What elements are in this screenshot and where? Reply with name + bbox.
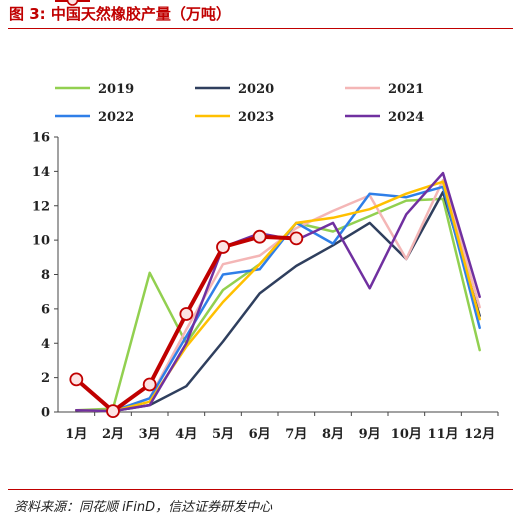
series-2025 — [69, 229, 304, 419]
legend-item-2025: 2025 — [55, 0, 134, 6]
series-2022 — [75, 185, 481, 413]
data-point-2025 — [252, 229, 267, 244]
data-point-2025 — [289, 231, 304, 246]
legend-label: 2021 — [388, 82, 424, 97]
data-point-2025 — [106, 404, 120, 419]
legend-label: 2020 — [238, 82, 274, 97]
data-point-2025 — [69, 372, 84, 387]
chart-legend: 2019 2020 2021 2022 2023 2024 2025 — [55, 0, 424, 125]
x-tick-label: 8月 — [322, 427, 344, 442]
y-tick-label: 12 — [32, 199, 50, 214]
legend-label: 2024 — [388, 110, 424, 125]
legend-item-2022: 2022 — [55, 110, 134, 125]
series-2024 — [75, 171, 481, 413]
legend-item-2024: 2024 — [345, 110, 424, 125]
series-2020 — [75, 190, 481, 413]
series-line-2021 — [75, 178, 481, 413]
y-tick-label: 16 — [32, 131, 50, 146]
x-tick-label: 2月 — [102, 427, 124, 442]
series-line-2023 — [75, 180, 481, 413]
series-2021 — [75, 178, 481, 413]
x-tick-label: 1月 — [65, 427, 87, 442]
legend-item-2023: 2023 — [195, 110, 274, 125]
figure-title: 图 3: 中国天然橡胶产量（万吨） — [9, 5, 231, 23]
series-line-2020 — [75, 190, 481, 413]
source-divider — [8, 489, 513, 490]
chart-axes: 0 2 4 6 8 10 12 14 16 1月 2月 3月 4月 5月 6月 7月 8月 9月 10月 11月 12月 — [32, 131, 499, 442]
legend-label: 2022 — [98, 110, 134, 125]
legend-marker — [66, 0, 79, 6]
legend-label: 2025 — [98, 0, 134, 4]
y-tick-label: 10 — [32, 234, 50, 249]
series-line-2022 — [75, 185, 481, 413]
x-tick-label: 12月 — [464, 427, 495, 442]
y-tick-label: 2 — [41, 371, 50, 386]
data-point-2025 — [142, 377, 157, 392]
y-tick-label: 8 — [41, 268, 50, 283]
x-tick-label: 3月 — [139, 427, 161, 442]
legend-label: 2023 — [238, 110, 274, 125]
series-line-2024 — [75, 171, 481, 413]
y-tick-label: 6 — [41, 302, 50, 317]
legend-item-2021: 2021 — [345, 82, 424, 97]
data-point-2025 — [179, 307, 194, 321]
x-tick-label: 7月 — [285, 427, 307, 442]
x-tick-label: 11月 — [427, 427, 458, 442]
y-tick-label: 0 — [41, 406, 50, 421]
source-note: 资料来源：同花顺 iFinD，信达证券研发中心 — [14, 500, 273, 515]
data-point-2025 — [216, 240, 230, 254]
series-2023 — [75, 180, 481, 413]
legend-item-2020: 2020 — [195, 82, 274, 97]
x-tick-label: 9月 — [359, 427, 381, 442]
y-tick-label: 14 — [32, 165, 50, 180]
x-tick-label: 4月 — [175, 427, 197, 442]
legend-item-2019: 2019 — [55, 82, 134, 97]
legend-label: 2019 — [98, 82, 134, 97]
x-tick-label: 5月 — [212, 427, 234, 442]
x-tick-label: 10月 — [391, 427, 422, 442]
x-tick-label: 6月 — [249, 427, 271, 442]
title-divider — [8, 28, 513, 29]
chart-series — [69, 171, 481, 419]
y-tick-label: 4 — [41, 337, 50, 352]
